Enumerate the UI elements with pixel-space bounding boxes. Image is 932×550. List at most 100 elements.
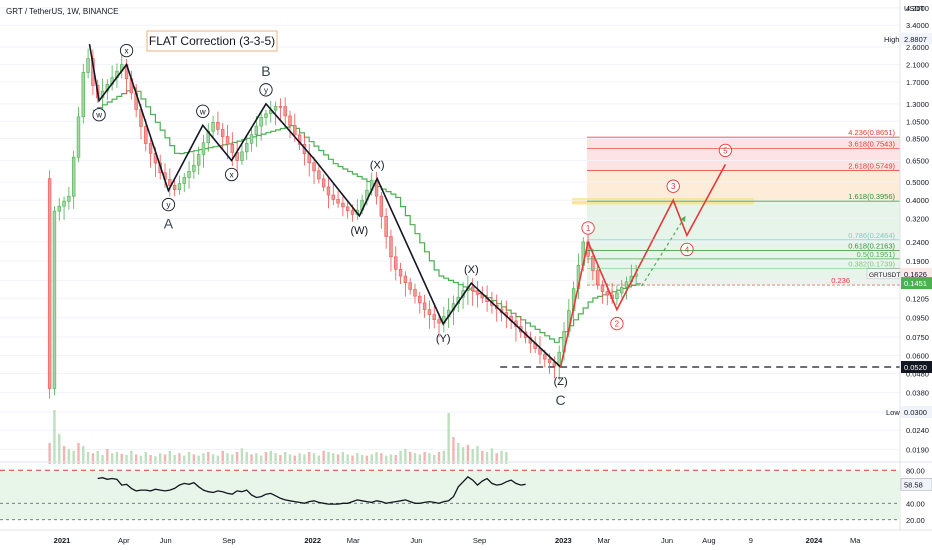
candle-body — [317, 170, 321, 180]
wave-line-correction-abc — [88, 43, 562, 368]
wave-label-circle — [610, 316, 624, 331]
annotation-box: FLAT Correction (3-3-5) — [146, 30, 278, 52]
volume-bar — [356, 453, 359, 464]
candle-body — [148, 143, 153, 154]
wave-label-circle — [92, 108, 106, 122]
volume-bar — [207, 452, 210, 464]
volume-bar — [423, 452, 426, 464]
volume-bar — [211, 454, 215, 464]
volume-bar — [197, 455, 200, 464]
volume-bar — [317, 455, 321, 464]
wave-label-text: 2 — [615, 320, 620, 329]
time-tick-label: 9 — [749, 536, 753, 545]
volume-bar — [466, 444, 470, 464]
wave-label-text: w — [95, 111, 102, 120]
ma-line — [92, 87, 641, 343]
volume-bar — [346, 454, 349, 464]
low-badge-text: 0.0300 — [904, 408, 927, 417]
candle-body — [81, 72, 85, 118]
price-tick-label: 0.0600 — [906, 351, 929, 360]
time-tick-label: Sep — [473, 536, 486, 545]
candle-body — [547, 358, 552, 363]
wave-label-text: (Z) — [554, 376, 568, 388]
candle-body — [230, 144, 235, 153]
fib-zone-green — [587, 201, 900, 286]
volume-bar — [375, 452, 378, 464]
wave-label-text: B — [261, 63, 270, 79]
support-badge-bg — [901, 361, 932, 374]
volume-bar — [259, 455, 263, 464]
rsi-value-badge-text: 58.58 — [904, 480, 923, 489]
volume-bar — [293, 455, 297, 464]
time-tick-label: Apr — [118, 536, 130, 545]
candle-body — [47, 178, 52, 389]
volume-bar — [168, 450, 172, 464]
volume-bar — [384, 455, 388, 464]
candle-body — [422, 302, 427, 310]
time-tick-label: Mar — [597, 536, 610, 545]
wave-label-text: (W) — [351, 225, 369, 237]
price-tick-label: 0.1205 — [906, 294, 929, 303]
ma-badge-bg — [901, 277, 932, 290]
volume-bar — [53, 410, 56, 464]
volume-bar — [134, 454, 138, 464]
price-tick-label: 0.6500 — [906, 156, 929, 165]
time-axis-ticks: 2021 Apr Jun Sep 2022 Mar Jun Sep 2023 Mar Jun Aug 9… — [54, 536, 862, 545]
volume-bar — [192, 454, 196, 464]
candle-body — [615, 292, 619, 299]
wave-label-text: 3 — [671, 182, 676, 191]
candle-body — [144, 126, 148, 144]
candle-body — [172, 185, 177, 190]
volume-bar — [452, 437, 455, 464]
wave-label-text: (X) — [370, 160, 385, 172]
volume-bar — [77, 443, 80, 464]
volume-bar — [457, 443, 460, 464]
volume-bar — [283, 452, 287, 464]
volume-bar — [183, 455, 186, 464]
candle-body — [418, 295, 422, 304]
annotation-frame — [146, 30, 278, 52]
volume-bar — [461, 447, 465, 464]
volume-bar — [235, 452, 239, 464]
current-symbol-text: GRTUSDT — [869, 272, 900, 279]
volume-bar — [404, 449, 407, 464]
price-tick-label: 2.1000 — [906, 61, 929, 70]
wave-label-text: (X) — [464, 264, 479, 276]
volume-bar — [490, 448, 494, 464]
candle-body — [470, 286, 475, 292]
fib-level-label: 2.618(0.5749) — [848, 162, 895, 171]
candle-body — [403, 275, 408, 284]
volume-bar — [91, 453, 95, 464]
volume-bar — [442, 450, 446, 464]
candle-body — [321, 178, 326, 188]
candle-body — [475, 290, 480, 295]
moving-average — [92, 87, 641, 343]
price-tick-label: 0.1900 — [906, 257, 929, 266]
current-symbol-bg — [866, 268, 901, 280]
candle-body — [293, 125, 297, 136]
wave-label-circle — [680, 242, 694, 257]
price-tick-label: 3.4000 — [906, 21, 929, 30]
candle-body — [288, 115, 292, 126]
volume-bar — [389, 454, 393, 464]
price-tick-label: 2.6000 — [906, 43, 929, 52]
time-tick-label: 2024 — [806, 536, 824, 545]
price-tick-label: 0.0240 — [906, 426, 929, 435]
time-tick-label: Aug — [702, 536, 715, 545]
candle-body — [408, 282, 412, 290]
volume-bar — [308, 452, 311, 464]
volume-bar — [62, 446, 66, 464]
volume-bar — [481, 450, 484, 464]
rsi-band — [0, 470, 900, 520]
volume-bar — [274, 453, 277, 464]
volume-bar — [288, 454, 292, 464]
wave-label-text: 5 — [723, 146, 728, 155]
candle-body — [394, 256, 398, 270]
candle-body — [177, 183, 182, 190]
price-tick-label: 0.5000 — [906, 178, 929, 187]
volume-bar — [154, 456, 157, 464]
volume-bar — [380, 453, 383, 464]
volume-bar — [149, 455, 152, 464]
